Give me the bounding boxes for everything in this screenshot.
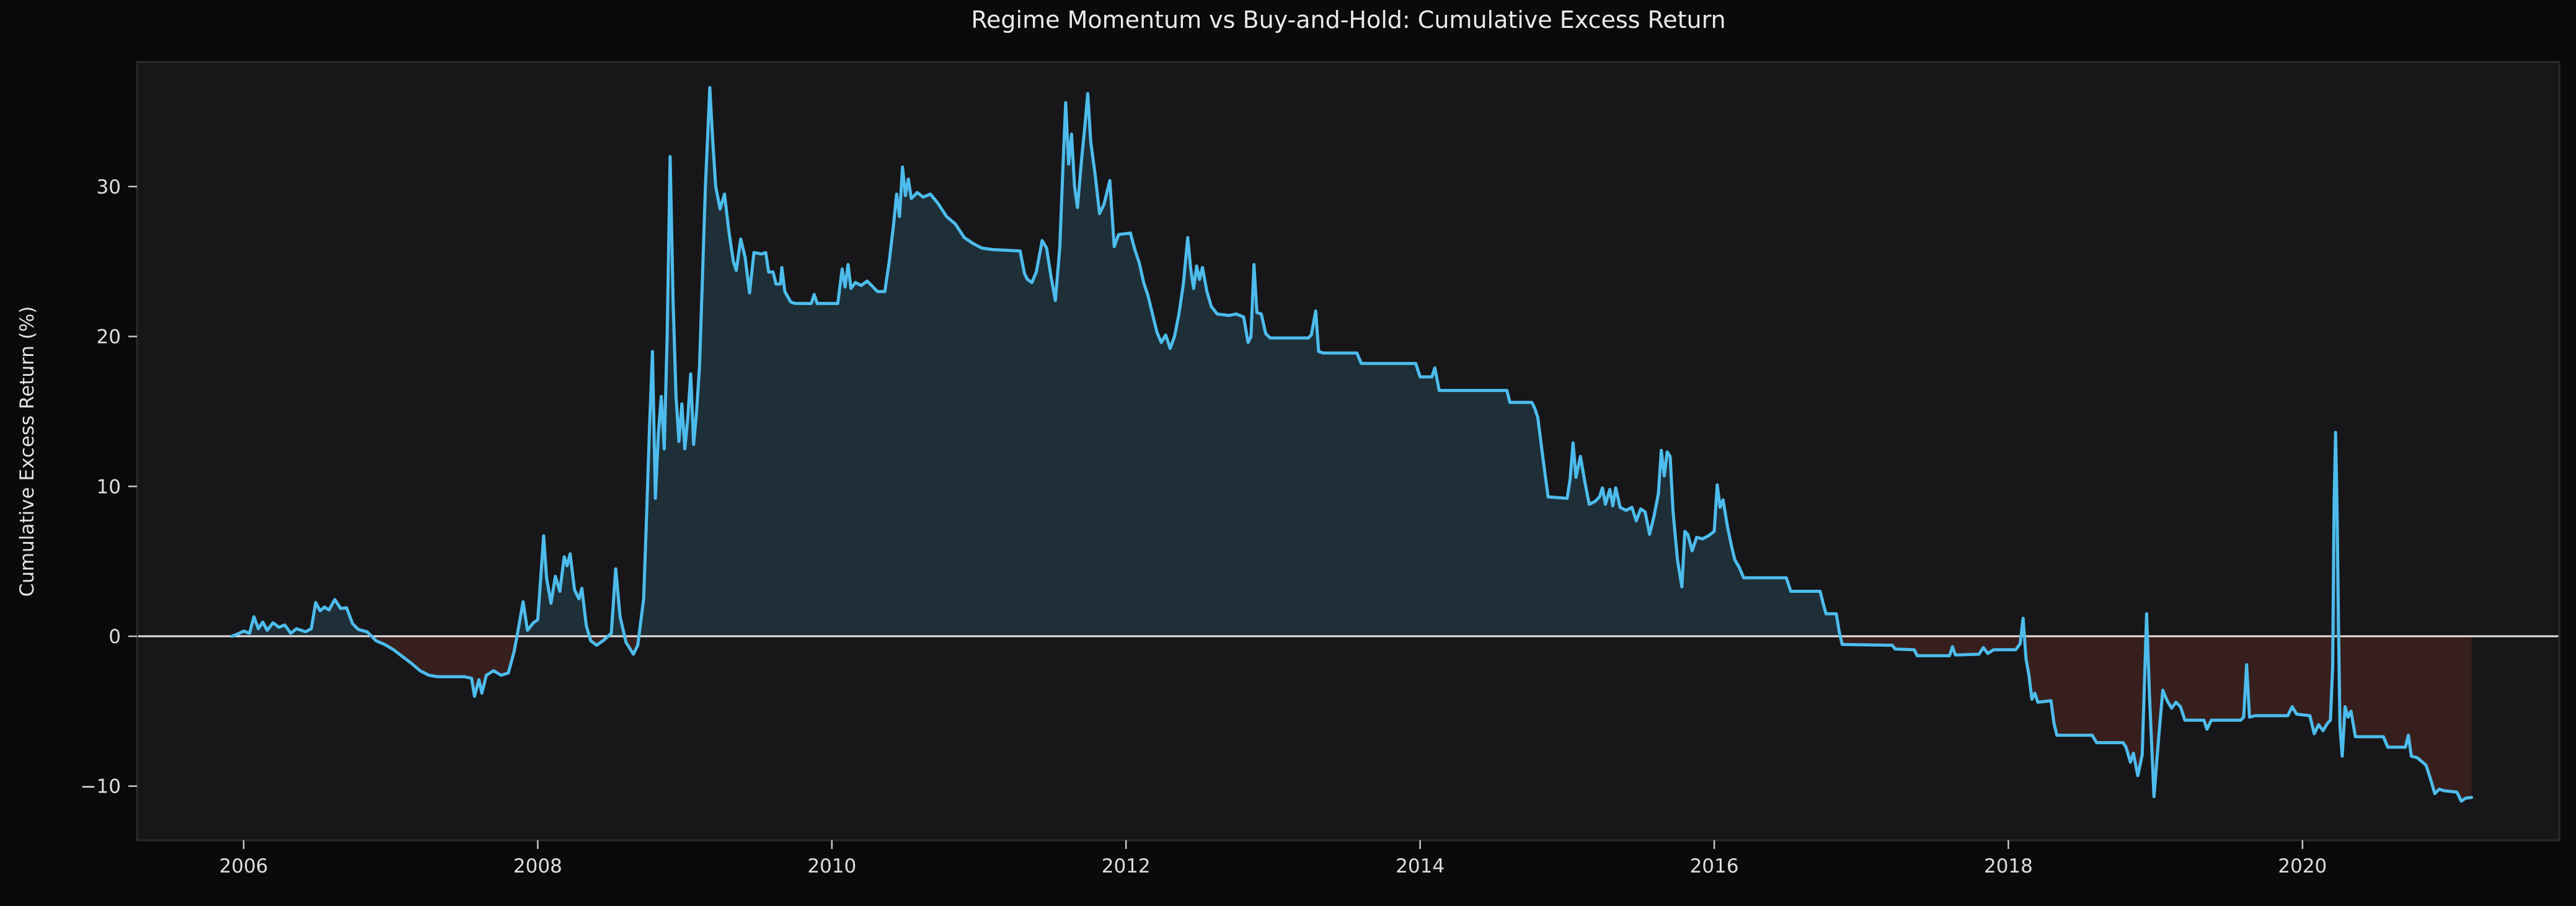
x-tick-label: 2018: [1984, 855, 2033, 877]
y-tick-label: 30: [97, 176, 121, 198]
x-tick-label: 2012: [1102, 855, 1151, 877]
x-tick-label: 2006: [219, 855, 268, 877]
x-tick-label: 2008: [513, 855, 562, 877]
x-tick-label: 2010: [807, 855, 856, 877]
plot-border: [136, 61, 2561, 842]
series-line: [230, 86, 2474, 803]
y-tick-label: −10: [81, 776, 121, 798]
fill-negative-region: [371, 636, 2472, 801]
plot-background: [137, 62, 2559, 840]
fill-positive-region: [232, 87, 2472, 637]
y-tick-label: 10: [97, 476, 121, 498]
x-tick-label: 2020: [2278, 855, 2327, 877]
chart-title: Regime Momentum vs Buy-and-Hold: Cumulat…: [971, 6, 1726, 33]
x-tick-label: 2016: [1690, 855, 1739, 877]
y-tick-label: 20: [97, 326, 121, 349]
y-tick-label: 0: [108, 626, 121, 648]
x-tick-label: 2014: [1396, 855, 1445, 877]
